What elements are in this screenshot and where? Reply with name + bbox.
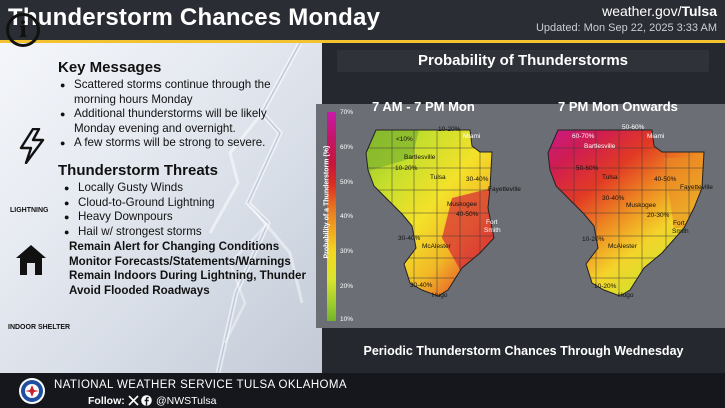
map2-label: Tulsa [602,174,618,181]
map2-label: Bartlesville [584,143,616,150]
period-2-title: 7 PM Mon Onwards [558,99,678,114]
shelter-icon-caption: INDOOR SHELTER [8,324,71,331]
map1-label: 10-20% [438,126,461,133]
map1-label: <10% [396,136,413,143]
probability-title: Probability of Thunderstorms [337,50,709,72]
updated-timestamp: Updated: Mon Sep 22, 2025 3:33 AM [535,22,717,34]
map2-label: Fayetteville [680,184,713,191]
house-icon [16,245,46,275]
map1-label: Smith [484,227,501,234]
header: Thunderstorm Chances Monday weather.gov/… [0,0,725,40]
threat-item: Hail w/ strongest storms [64,225,304,240]
threat-item: Cloud-to-Ground Lightning [64,196,304,211]
map1-label: Fayetteville [488,186,521,193]
reminder-line: Remain Indoors During Lightning, Thunder [69,269,307,283]
colorbar-label: 50% [340,179,354,186]
lightning-icon-caption: LIGHTNING [10,207,49,214]
period-2-map [547,129,705,297]
threats-list: Locally Gusty Winds Cloud-to-Ground Ligh… [64,181,304,239]
period-1-map [365,129,495,297]
map1-label: Hugo [432,292,448,299]
map1-label: Tulsa [430,174,446,181]
threat-item: Locally Gusty Winds [64,181,304,196]
map2-label: Smith [672,228,689,235]
map2-label: 60-70% [572,133,595,140]
map1-label: 30-40% [410,282,433,289]
map1-label: Bartlesville [404,154,436,161]
map2-label: 10-20% [594,283,617,290]
map2-label: Hugo [618,292,634,299]
map1-label: Muskogee [447,201,477,208]
map2-label: 50-60% [576,165,599,172]
safety-reminders: Remain Alert for Changing Conditions Mon… [69,240,306,298]
site-office[interactable]: Tulsa [681,3,717,19]
site-link[interactable]: weather.gov/Tulsa [602,3,717,19]
threats-title: Thunderstorm Threats [58,162,219,179]
map1-label: McAlester [422,243,451,250]
page-title: Thunderstorm Chances Monday [8,4,381,31]
colorbar-label: 10% [340,316,354,323]
colorbar-label: 20% [340,283,354,290]
accent-bar [0,40,725,43]
site-prefix[interactable]: weather.gov/ [602,3,682,19]
key-messages-list: Scattered storms continue through the mo… [60,78,310,151]
map1-label: 30-40% [466,176,489,183]
colorbar-label: 40% [340,213,354,220]
facebook-icon[interactable] [141,395,152,406]
info-icon: i [6,13,40,47]
map2-label: 10-20% [582,236,605,243]
x-icon[interactable] [128,395,139,406]
probability-colorbar [327,112,336,321]
map1-label: Fort [486,219,498,226]
map1-label: 10-20% [395,165,418,172]
map2-label: Miami [647,133,665,140]
colorbar-label: 30% [340,248,354,255]
period-1-title: 7 AM - 7 PM Mon [372,99,475,114]
nws-logo [19,378,45,404]
map2-label: 40-50% [654,176,677,183]
follow-label: Follow: [88,395,125,407]
map1-label: Miami [463,133,481,140]
nws-office-name: NATIONAL WEATHER SERVICE TULSA OKLAHOMA [54,379,347,391]
map2-label: 20-30% [647,212,670,219]
map1-label: 30-40% [398,235,421,242]
lightning-bolt-icon [19,128,45,164]
reminder-line: Avoid Flooded Roadways [69,283,210,297]
periodic-chances-note: Periodic Thunderstorm Chances Through We… [363,344,684,358]
map2-label: 30-40% [602,195,625,202]
colorbar-label: 70% [340,109,354,116]
threat-item: Heavy Downpours [64,210,304,225]
key-message-item: A few storms will be strong to severe. [60,136,310,151]
map2-label: Muskogee [626,202,656,209]
colorbar-title: Probability of a Thunderstorm (%) [323,145,331,259]
reminder-line: Remain Alert for Changing Conditions [69,240,280,253]
social-handle[interactable]: @NWSTulsa [156,395,217,407]
key-message-item: Additional thunderstorms will be likely … [60,107,310,136]
key-messages-title: Key Messages [58,59,162,76]
reminder-line: Monitor Forecasts/Statements/Warnings [69,254,291,268]
map2-label: McAlester [608,243,637,250]
follow-text: Follow: [88,395,125,407]
map2-label: 50-60% [622,124,645,131]
colorbar-label: 60% [340,144,354,151]
map2-label: Fort [673,220,685,227]
key-message-item: Scattered storms continue through the mo… [60,78,310,107]
footer [0,373,725,408]
map1-label: 40-50% [456,211,479,218]
